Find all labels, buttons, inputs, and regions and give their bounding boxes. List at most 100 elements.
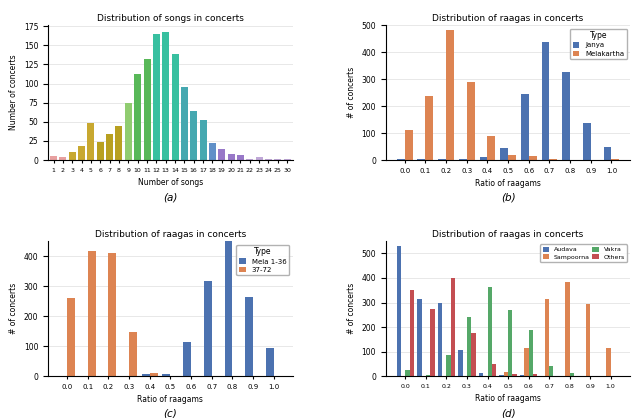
Bar (446, 30, 454, 160)
Bar (479, 373, 483, 376)
Bar (163, 374, 170, 376)
Bar (68, 153, 76, 160)
Bar (410, 290, 414, 376)
Bar (78, 145, 85, 160)
Bar (245, 297, 253, 376)
Bar (183, 342, 191, 376)
Bar (284, 159, 291, 160)
Bar (459, 159, 467, 160)
Bar (115, 126, 122, 160)
Bar (549, 367, 554, 376)
Bar (275, 159, 281, 160)
Y-axis label: # of concerts: # of concerts (347, 67, 356, 118)
Title: Distribution of songs in concerts: Distribution of songs in concerts (97, 14, 244, 23)
Y-axis label: # of concerts: # of concerts (347, 283, 356, 334)
Bar (60, 157, 67, 160)
Bar (209, 143, 216, 160)
Bar (562, 72, 570, 160)
Bar (204, 281, 212, 376)
Bar (488, 136, 495, 160)
Bar (426, 375, 430, 376)
Bar (108, 253, 116, 376)
Bar (181, 87, 188, 160)
Bar (162, 31, 169, 160)
X-axis label: Ratio of raagams: Ratio of raagams (475, 395, 541, 403)
Bar (142, 374, 150, 376)
Bar (218, 149, 225, 160)
Bar (405, 370, 410, 376)
X-axis label: Ratio of raagams: Ratio of raagams (475, 179, 541, 189)
Bar (228, 154, 235, 160)
Bar (125, 104, 132, 160)
Bar (430, 308, 435, 376)
Bar (246, 158, 253, 160)
Title: Distribution of raagas in concerts: Distribution of raagas in concerts (433, 14, 584, 23)
Bar (611, 159, 620, 160)
Bar (172, 54, 179, 160)
Bar (404, 130, 413, 160)
Bar (97, 142, 104, 160)
Bar (417, 299, 422, 376)
Bar (438, 159, 446, 160)
Bar (417, 159, 426, 160)
Bar (426, 96, 433, 160)
Bar (533, 374, 537, 376)
Bar (520, 375, 524, 376)
Bar (447, 355, 451, 376)
Bar (545, 299, 549, 376)
Bar (237, 155, 244, 160)
Bar (129, 332, 137, 376)
Bar (225, 239, 232, 376)
Bar (67, 298, 75, 376)
Bar (492, 364, 496, 376)
Bar (606, 348, 611, 376)
Bar (583, 123, 591, 160)
Bar (500, 148, 508, 160)
Bar (549, 159, 557, 160)
Y-axis label: # of concerts: # of concerts (9, 283, 18, 334)
Bar (565, 282, 570, 376)
Bar (451, 278, 455, 376)
Legend: Audava, Sampoorna, Vakra, Others: Audava, Sampoorna, Vakra, Others (540, 244, 627, 262)
Bar (488, 287, 492, 376)
Bar (200, 120, 207, 160)
Y-axis label: Number of concerts: Number of concerts (9, 55, 18, 130)
Legend: Mela 1-36, 37-72: Mela 1-36, 37-72 (236, 245, 289, 275)
Bar (106, 134, 113, 160)
Legend: Janya, Melakartha: Janya, Melakartha (570, 28, 627, 59)
Bar (521, 94, 529, 160)
Bar (458, 350, 463, 376)
Bar (88, 251, 95, 376)
Bar (504, 372, 508, 376)
Bar (50, 155, 57, 160)
Bar (467, 82, 474, 160)
Bar (150, 372, 157, 376)
Bar (467, 317, 471, 376)
Bar (524, 348, 529, 376)
Bar (153, 34, 160, 160)
Bar (134, 74, 141, 160)
Bar (570, 373, 574, 376)
Text: (c): (c) (163, 409, 177, 418)
Bar (265, 159, 272, 160)
Bar (541, 42, 549, 160)
Bar (499, 375, 504, 376)
Title: Distribution of raagas in concerts: Distribution of raagas in concerts (433, 230, 584, 239)
X-axis label: Number of songs: Number of songs (138, 178, 203, 187)
Text: (d): (d) (500, 409, 515, 418)
Bar (471, 333, 476, 376)
Bar (508, 310, 513, 376)
Bar (529, 156, 536, 160)
Bar (143, 59, 150, 160)
Bar (190, 111, 197, 160)
Bar (397, 159, 404, 160)
X-axis label: Ratio of raagams: Ratio of raagams (138, 395, 204, 404)
Bar (438, 303, 442, 376)
Bar (586, 304, 590, 376)
Bar (479, 158, 488, 160)
Bar (255, 157, 262, 160)
Text: (a): (a) (163, 193, 177, 203)
Bar (397, 246, 401, 376)
Bar (513, 374, 516, 376)
Bar (266, 348, 274, 376)
